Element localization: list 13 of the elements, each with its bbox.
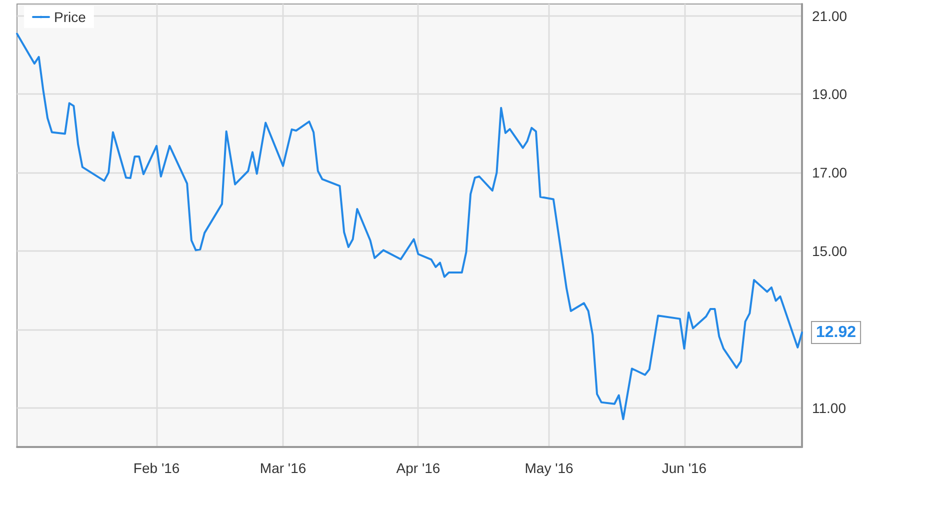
y-tick-label: 17.00 bbox=[812, 164, 848, 181]
x-tick-label: May '16 bbox=[524, 460, 574, 476]
x-tick-label: Feb '16 bbox=[133, 460, 180, 476]
y-tick-label: 11.00 bbox=[812, 400, 846, 416]
x-tick-label: Apr '16 bbox=[396, 460, 440, 476]
x-tick-label: Mar '16 bbox=[260, 460, 306, 476]
y-tick-label: 15.00 bbox=[812, 242, 848, 259]
line-series bbox=[16, 32, 803, 420]
x-tick-label: Jun '16 bbox=[662, 460, 707, 476]
legend-label: Price bbox=[54, 9, 86, 25]
annotation: 12.92 bbox=[816, 324, 856, 342]
y-tick-label: 21.00 bbox=[812, 8, 848, 24]
y-tick-label: 19.00 bbox=[812, 86, 848, 102]
